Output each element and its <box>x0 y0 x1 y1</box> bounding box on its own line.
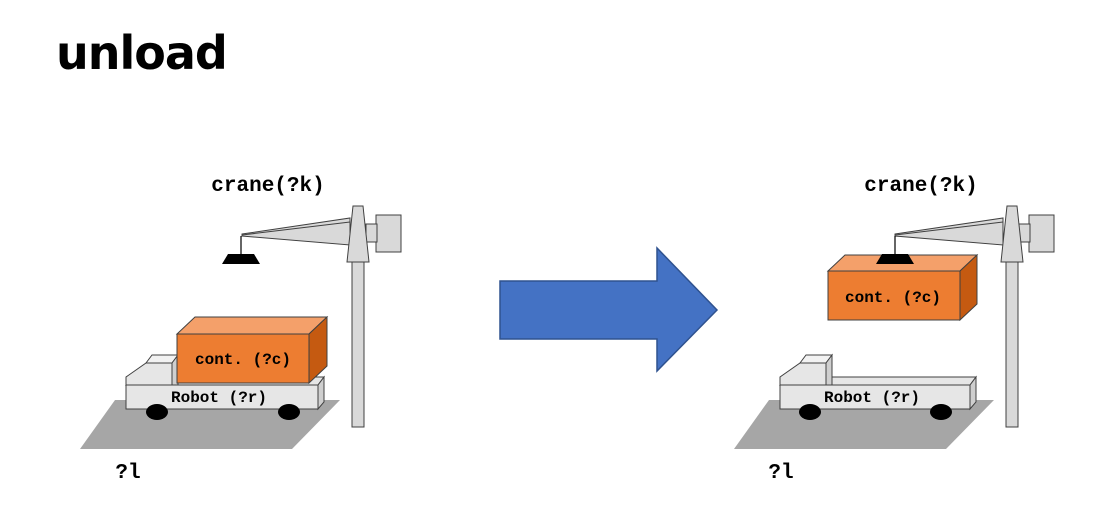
truck-cab <box>125 362 173 386</box>
location-label: ?l <box>115 462 140 485</box>
container-label: cont. (?c) <box>195 351 291 369</box>
crane <box>222 205 402 428</box>
location-label: ?l <box>768 462 793 485</box>
container: cont. (?c) <box>175 315 329 385</box>
container: cont. (?c) <box>826 253 979 322</box>
crane-label: crane(?k) <box>211 175 324 198</box>
crane-hook <box>876 254 914 264</box>
container-front <box>176 333 310 384</box>
robot-label: Robot (?r) <box>171 389 267 407</box>
crane-tower-top <box>1000 205 1024 263</box>
crane-hook <box>222 254 260 264</box>
before-scene: Robot (?r) cont. (?c) crane(?k) ?l <box>80 175 402 485</box>
robot-label: Robot (?r) <box>824 389 920 407</box>
crane-counterweight <box>1028 214 1055 253</box>
container-label: cont. (?c) <box>845 289 941 307</box>
ground-plane <box>734 400 994 449</box>
container-front <box>827 270 961 321</box>
crane-jib <box>894 217 1004 246</box>
crane-jib <box>241 217 351 246</box>
after-scene: cont. (?c) Robot (?r) crane(?k) ?l <box>734 175 1055 485</box>
crane-tower-top <box>346 205 370 263</box>
crane-mast <box>1005 261 1019 428</box>
ground-plane <box>80 400 340 449</box>
crane-label: crane(?k) <box>864 175 977 198</box>
crane-counterweight <box>375 214 402 253</box>
transition-arrow <box>499 246 719 373</box>
truck-cab <box>779 362 827 386</box>
page-title: unload <box>56 26 228 80</box>
container-top <box>175 316 329 335</box>
truck-wheel <box>799 404 821 420</box>
truck-wheel <box>278 404 300 420</box>
truck-wheel <box>930 404 952 420</box>
robot-truck: Robot (?r) <box>779 353 977 420</box>
crane <box>894 205 1055 428</box>
crane-mast <box>351 261 365 428</box>
truck-wheel <box>146 404 168 420</box>
